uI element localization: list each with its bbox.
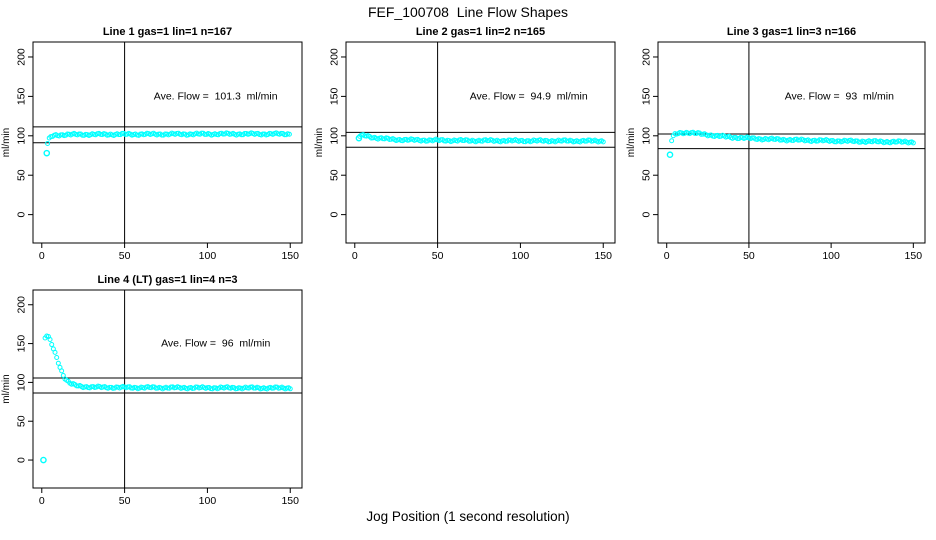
y-tick-label: 150 (16, 335, 28, 353)
x-tick-label: 50 (119, 250, 131, 262)
y-tick-label: 0 (16, 212, 28, 218)
data-point (874, 139, 880, 145)
ave-flow-annotation: Ave. Flow = 93 ml/min (785, 90, 894, 102)
data-point (251, 385, 257, 391)
y-axis-label: ml/min (1, 374, 12, 403)
panel-title: Line 1 gas=1 lin=1 n=167 (103, 26, 232, 38)
y-tick-label: 150 (329, 87, 341, 105)
data-point (669, 138, 675, 144)
outlier-point (40, 456, 47, 464)
data-point (45, 140, 51, 146)
y-tick-label: 200 (16, 48, 28, 66)
plot-box (657, 41, 926, 244)
y-axis-label: ml/min (314, 128, 325, 157)
ave-flow-annotation: Ave. Flow = 101.3 ml/min (154, 90, 278, 102)
data-point (58, 132, 64, 138)
data-point (54, 355, 60, 361)
y-tick-label: 100 (329, 127, 341, 145)
data-point (55, 360, 61, 366)
x-tick-label: 0 (39, 250, 45, 262)
data-point (777, 137, 783, 143)
y-tick-label: 200 (641, 48, 653, 66)
y-axis-label: ml/min (626, 128, 637, 157)
y-tick-label: 0 (329, 212, 341, 218)
outlier-point (666, 151, 674, 159)
data-point (910, 140, 916, 146)
x-tick-label: 150 (594, 250, 612, 262)
y-tick-label: 150 (16, 87, 28, 105)
y-tick-label: 50 (16, 415, 28, 427)
y-axis-label: ml/min (1, 128, 12, 157)
y-tick-label: 0 (641, 212, 653, 218)
data-point (49, 342, 55, 348)
y-tick-label: 100 (16, 373, 28, 391)
x-tick-label: 50 (119, 495, 131, 507)
data-point (698, 131, 704, 137)
data-point (52, 349, 58, 355)
data-point (74, 383, 80, 389)
x-tick-label: 100 (512, 250, 530, 262)
panel-line-3: Line 3 gas=1 lin=3 n=166 0 50 100 150 200 0 50 1… (626, 26, 926, 262)
data-point (47, 336, 53, 342)
x-tick-label: 50 (743, 250, 755, 262)
y-tick-label: 100 (641, 127, 653, 145)
panel-title: Line 2 gas=1 lin=2 n=165 (416, 26, 545, 38)
outlier-point (43, 149, 51, 157)
panel-title: Line 4 (LT) gas=1 lin=4 n=3 (97, 274, 237, 286)
y-tick-label: 50 (641, 169, 653, 181)
ave-flow-annotation: Ave. Flow = 94.9 ml/min (470, 90, 588, 102)
x-tick-label: 100 (199, 495, 217, 507)
x-tick-label: 150 (281, 250, 299, 262)
x-tick-label: 50 (432, 250, 444, 262)
y-tick-label: 200 (16, 296, 28, 314)
y-tick-label: 50 (16, 169, 28, 181)
y-tick-label: 150 (641, 87, 653, 105)
ave-flow-annotation: Ave. Flow = 96 ml/min (161, 338, 270, 350)
panel-line-4: Line 4 (LT) gas=1 lin=4 n=3 0 50 100 150 200 0… (1, 274, 303, 507)
x-tick-label: 0 (352, 250, 358, 262)
data-point (286, 131, 292, 137)
panel-line-1: Line 1 gas=1 lin=1 n=167 0 50 100 150 200 0 50 1… (1, 26, 303, 262)
y-tick-label: 0 (16, 457, 28, 463)
data-point (59, 368, 65, 374)
panel-line-2: Line 2 gas=1 lin=2 n=165 0 50 100 150 200 0 50 1… (314, 26, 616, 262)
figure-title: FEF_100708 Line Flow Shapes (367, 4, 568, 20)
panel-title: Line 3 gas=1 lin=3 n=166 (727, 26, 856, 38)
x-tick-label: 100 (822, 250, 840, 262)
x-tick-label: 150 (281, 495, 299, 507)
x-tick-label: 0 (664, 250, 670, 262)
data-point (242, 130, 248, 136)
plot-box (32, 289, 303, 489)
x-tick-label: 100 (199, 250, 217, 262)
y-tick-label: 50 (329, 169, 341, 181)
y-tick-label: 200 (329, 48, 341, 66)
y-tick-label: 100 (16, 127, 28, 145)
x-tick-label: 0 (39, 495, 45, 507)
x-tick-label: 150 (905, 250, 923, 262)
data-point (564, 138, 570, 144)
figure-x-axis-label: Jog Position (1 second resolution) (366, 509, 570, 524)
data-point (287, 386, 293, 392)
data-point (600, 139, 606, 145)
plot-box (345, 41, 616, 244)
